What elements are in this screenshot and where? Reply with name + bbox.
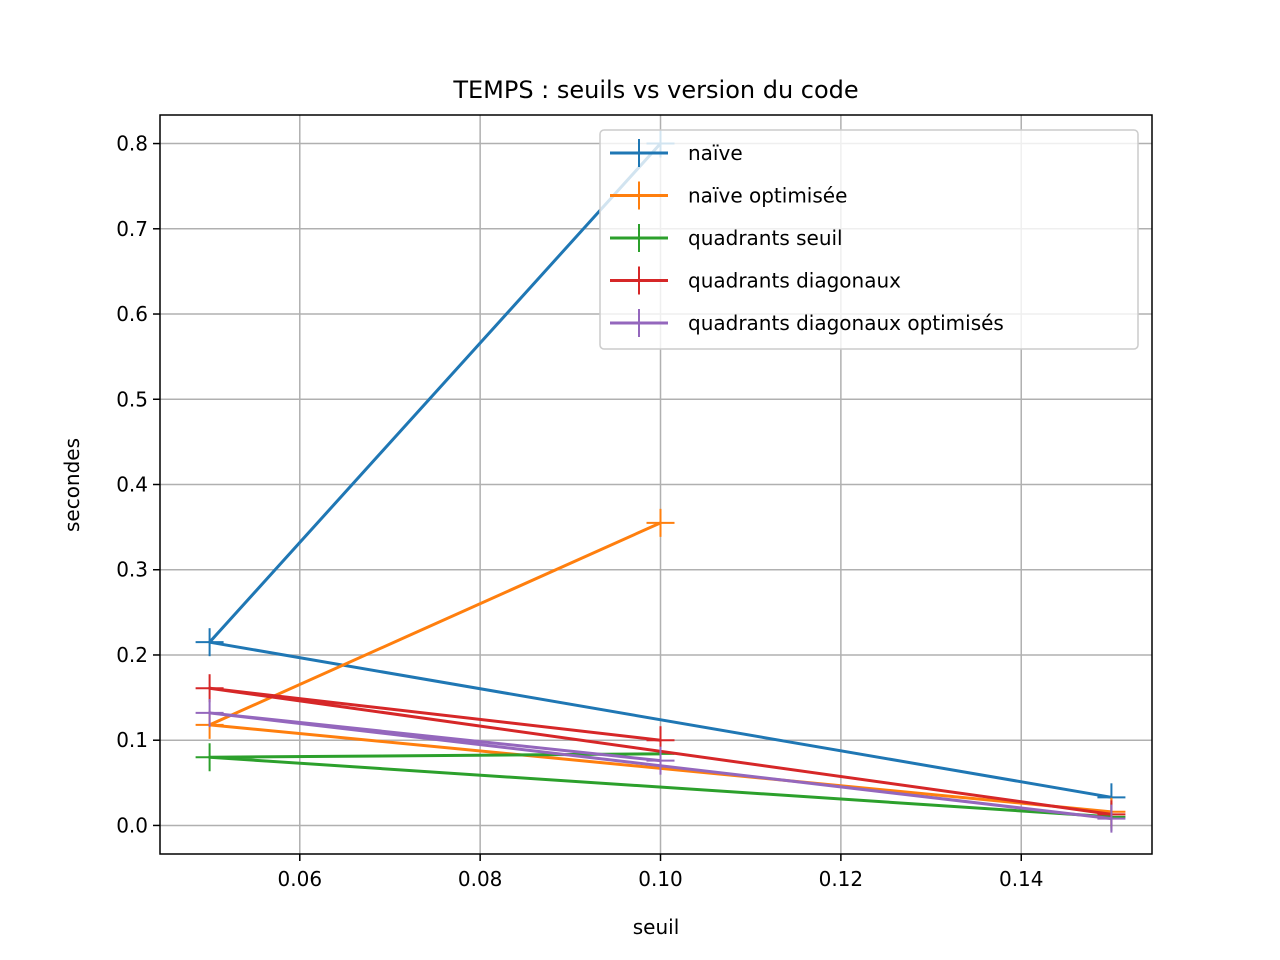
y-tick-label: 0.8: [116, 132, 148, 156]
y-tick-label: 0.2: [116, 643, 148, 667]
legend-label: quadrants diagonaux: [688, 269, 901, 293]
data-point-marker: [646, 746, 675, 775]
data-point-marker: [195, 674, 224, 703]
y-tick-label: 0.7: [116, 217, 148, 241]
legend-item: quadrants diagonaux: [610, 266, 901, 295]
data-point-marker: [195, 698, 224, 727]
x-tick-label: 0.06: [278, 867, 323, 891]
legend-item: naïve: [610, 139, 743, 167]
data-point-marker: [1097, 804, 1126, 833]
legend-item: naïve optimisée: [610, 181, 847, 210]
x-tick-label: 0.08: [458, 867, 503, 891]
data-point-marker: [195, 628, 224, 657]
x-axis-ticks: 0.06 0.08 0.10 0.12 0.14: [278, 854, 1044, 891]
y-tick-label: 0.4: [116, 473, 148, 497]
y-tick-label: 0.0: [116, 813, 148, 837]
y-axis-label: secondes: [60, 438, 84, 532]
legend-item: quadrants diagonaux optimisés: [610, 309, 1004, 337]
y-tick-label: 0.6: [116, 302, 148, 326]
y-tick-label: 0.1: [116, 728, 148, 752]
x-tick-label: 0.12: [819, 867, 864, 891]
legend-item: quadrants seuil: [610, 224, 843, 252]
legend-items: naïve naïve optimisée quadrants seuil quadr…: [610, 139, 1004, 337]
chart-title: TEMPS : seuils vs version du code: [452, 76, 858, 104]
legend-label: quadrants seuil: [688, 226, 843, 250]
legend-box: [599, 129, 1139, 350]
legend: naïve naïve optimisée quadrants seuil quadr…: [599, 129, 1139, 350]
y-axis-ticks: 0.0 0.1 0.2 0.3 0.4 0.5 0.6 0.7 0.8: [116, 132, 160, 837]
x-tick-label: 0.14: [999, 867, 1044, 891]
series-quadrants-diagonaux-optimises: [195, 698, 1126, 833]
x-tick-label: 0.10: [638, 867, 683, 891]
y-tick-label: 0.3: [116, 558, 148, 582]
data-point-marker: [195, 743, 224, 772]
legend-label: naïve optimisée: [688, 184, 847, 208]
legend-label: naïve: [688, 141, 743, 165]
data-point-marker: [646, 508, 675, 537]
legend-label: quadrants diagonaux optimisés: [688, 311, 1004, 335]
x-axis-label: seuil: [633, 915, 680, 939]
y-tick-label: 0.5: [116, 387, 148, 411]
